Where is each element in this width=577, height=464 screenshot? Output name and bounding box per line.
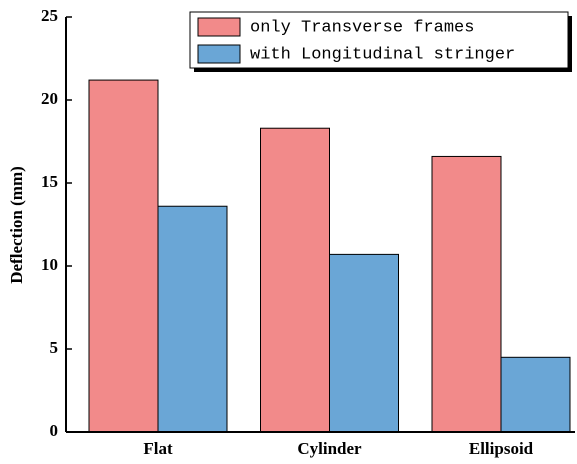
legend-label: with Longitudinal stringer	[250, 45, 515, 64]
bar	[329, 253, 399, 433]
legend-label: only Transverse frames	[250, 18, 474, 37]
y-tick-label: 5	[50, 338, 59, 357]
bar	[260, 127, 330, 433]
legend-swatch	[197, 44, 241, 64]
legend-box	[189, 11, 569, 69]
bar	[157, 205, 228, 433]
y-tick-label: 0	[50, 421, 59, 440]
y-axis-label: Deflection (mm)	[7, 166, 26, 284]
x-tick-label: Cylinder	[297, 439, 362, 458]
legend-swatch	[197, 17, 241, 37]
y-tick-label: 10	[41, 255, 58, 274]
bar	[88, 79, 159, 433]
bar	[431, 155, 502, 433]
y-tick-label: 25	[41, 6, 58, 25]
bar	[500, 356, 571, 433]
y-tick-label: 15	[41, 172, 58, 191]
x-tick-label: Flat	[143, 439, 173, 458]
y-tick-label: 20	[41, 89, 58, 108]
x-tick-label: Ellipsoid	[469, 439, 534, 458]
